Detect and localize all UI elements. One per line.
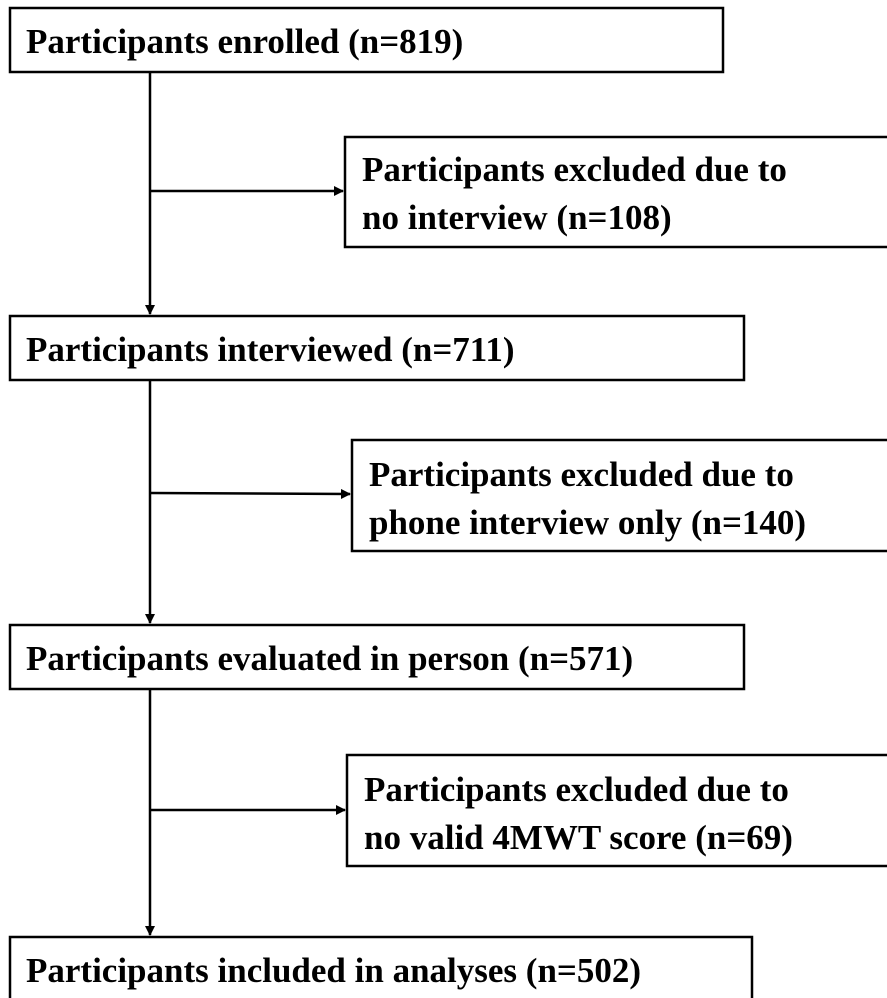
main-box bbox=[8, 935, 754, 998]
node-label: Participants excluded due to bbox=[369, 455, 794, 494]
node-label: Participants evaluated in person (n=571) bbox=[26, 639, 633, 678]
node-label: phone interview only (n=140) bbox=[369, 503, 806, 542]
exclusion-box bbox=[350, 438, 887, 553]
connector bbox=[149, 488, 351, 499]
node-label: Participants interviewed (n=711) bbox=[26, 330, 515, 369]
node-label: no valid 4MWT score (n=69) bbox=[364, 818, 793, 857]
node-label: Participants enrolled (n=819) bbox=[26, 22, 463, 61]
node-label: Participants included in analyses (n=502… bbox=[26, 951, 641, 990]
exclusion-box bbox=[345, 753, 887, 868]
main-box bbox=[8, 314, 746, 382]
main-box bbox=[8, 623, 746, 691]
node-label: no interview (n=108) bbox=[362, 198, 672, 237]
node-label: Participants excluded due to bbox=[362, 150, 787, 189]
main-box bbox=[8, 6, 725, 74]
exclusion-box bbox=[343, 135, 887, 249]
node-label: Participants excluded due to bbox=[364, 770, 789, 809]
